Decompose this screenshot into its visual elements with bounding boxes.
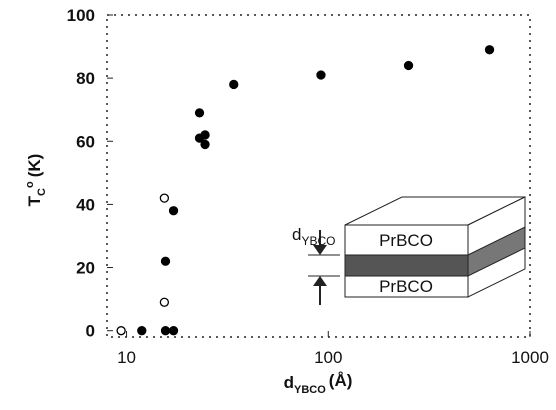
data-point [200, 130, 210, 140]
inset-top-label: PrBCO [379, 231, 433, 250]
data-point [484, 45, 495, 55]
inset-d: d [292, 225, 301, 244]
data-point [168, 326, 179, 336]
data-point [160, 326, 171, 336]
x-tick-label: 100 [314, 348, 342, 367]
data-point [403, 60, 414, 71]
y-tick-label: 20 [76, 259, 95, 278]
inset-arrowhead [313, 276, 327, 286]
data-point [200, 139, 210, 150]
y-label-unit: (K) [25, 154, 44, 178]
x-tick-label: 10 [117, 348, 136, 367]
x-axis-label: dYBCO (Å) [284, 371, 353, 396]
y-label-main: T [25, 195, 44, 206]
y-axis-label: TCo (K) [24, 154, 48, 207]
inset: PrBCO PrBCO dYBCO [292, 196, 526, 305]
y-label-sup: o [24, 181, 36, 188]
inset-ybco-layer [344, 254, 469, 277]
inset-d-sub: YBCO [301, 234, 335, 248]
data-point [159, 297, 170, 307]
x-label-sub: YBCO [294, 384, 326, 396]
data-point [168, 206, 179, 216]
plot-frame [106, 14, 531, 338]
inset-bottom-label: PrBCO [379, 277, 433, 296]
data-point [137, 326, 147, 336]
data-point [159, 193, 170, 203]
y-label-sub: C [36, 188, 48, 196]
inset-arrowhead [313, 245, 327, 255]
data-point [316, 70, 326, 80]
y-tick-label: 60 [76, 132, 95, 151]
inset-thickness-label: dYBCO [292, 225, 335, 248]
data-point [160, 256, 171, 266]
x-label-unit: (Å) [329, 371, 353, 390]
y-tick-label: 40 [76, 195, 95, 214]
x-tick-label: 1000 [511, 348, 549, 367]
y-tick-label: 100 [67, 6, 95, 25]
data-point [116, 326, 126, 336]
data-point [194, 108, 205, 118]
y-tick-label: 0 [86, 322, 95, 341]
y-tick-label: 80 [76, 69, 95, 88]
data-point [229, 79, 239, 90]
x-label-main: d [284, 373, 294, 392]
